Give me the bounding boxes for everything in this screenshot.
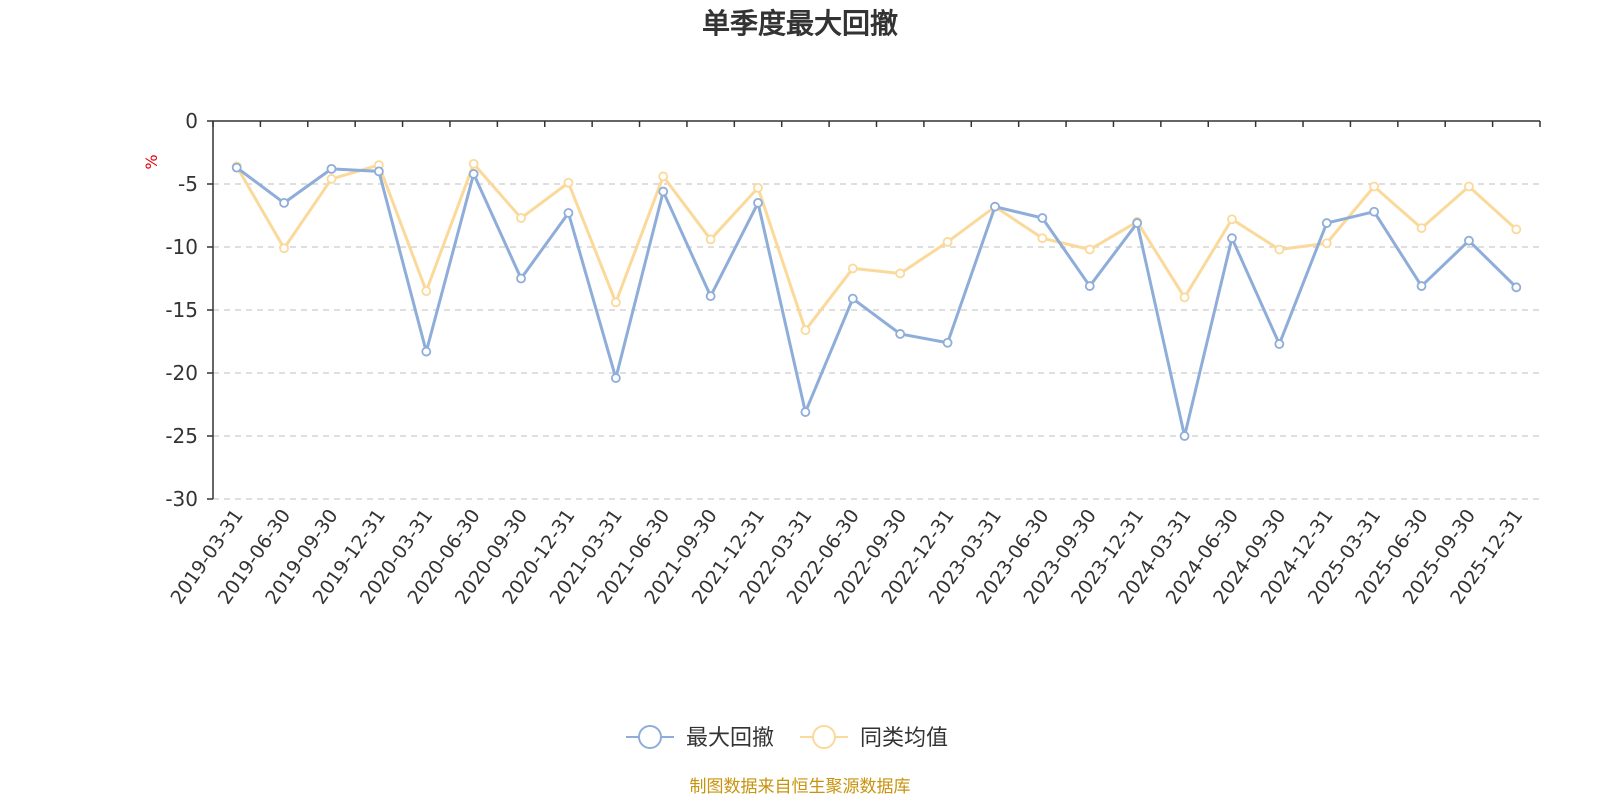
data-point[interactable] <box>990 201 1000 212</box>
data-point[interactable] <box>895 268 906 279</box>
y-tick-label: 0 <box>185 109 198 133</box>
data-point[interactable] <box>705 291 716 302</box>
data-point[interactable] <box>516 273 526 284</box>
data-point[interactable] <box>800 325 811 336</box>
data-point[interactable] <box>1416 223 1427 234</box>
legend-item[interactable]: 同类均值 <box>800 725 948 751</box>
data-point[interactable] <box>563 177 574 188</box>
series-line <box>235 166 1518 438</box>
data-point[interactable] <box>1511 224 1522 235</box>
source-note: 制图数据来自恒生聚源数据库 <box>690 777 911 797</box>
series-line <box>235 162 1518 332</box>
data-point[interactable] <box>753 182 763 193</box>
data-point[interactable] <box>658 186 669 197</box>
data-point[interactable] <box>705 234 716 245</box>
chart-title: 单季度最大回撤 <box>702 7 898 40</box>
data-point[interactable] <box>1084 281 1095 291</box>
data-point[interactable] <box>1321 218 1332 228</box>
y-tick-label: -5 <box>178 172 198 196</box>
data-point[interactable] <box>610 297 621 308</box>
data-point[interactable] <box>1132 218 1143 228</box>
data-point[interactable] <box>800 407 811 417</box>
data-point[interactable] <box>847 263 858 274</box>
data-point[interactable] <box>895 329 906 339</box>
x-tick-labels: 2019-03-312019-06-302019-09-302019-12-31… <box>166 505 1527 608</box>
legend-marker-icon <box>812 725 836 749</box>
series-lines <box>231 158 1522 441</box>
data-point[interactable] <box>847 293 858 304</box>
data-point[interactable] <box>1511 282 1522 293</box>
data-point[interactable] <box>1037 213 1048 223</box>
data-point[interactable] <box>326 163 337 174</box>
data-point[interactable] <box>1227 233 1237 244</box>
data-point[interactable] <box>1037 233 1048 244</box>
data-point[interactable] <box>1369 206 1380 217</box>
y-axis-unit: % <box>142 154 161 169</box>
data-point[interactable] <box>421 346 432 357</box>
legend-item[interactable]: 最大回撤 <box>626 725 774 751</box>
data-point[interactable] <box>468 158 479 169</box>
data-point[interactable] <box>610 373 621 383</box>
data-point[interactable] <box>1274 339 1285 349</box>
y-tick-label: -20 <box>165 361 198 385</box>
data-point[interactable] <box>1416 281 1427 291</box>
y-tick-label: -15 <box>165 298 198 322</box>
data-point[interactable] <box>279 243 289 254</box>
legend-label: 最大回撤 <box>686 726 774 751</box>
data-point[interactable] <box>942 237 953 247</box>
legend: 最大回撤 同类均值 <box>626 725 948 751</box>
grid-lines <box>213 183 1540 500</box>
data-point[interactable] <box>373 166 384 177</box>
data-point[interactable] <box>279 197 289 208</box>
data-point[interactable] <box>421 286 432 297</box>
data-point[interactable] <box>1274 244 1285 255</box>
data-point[interactable] <box>1084 244 1095 255</box>
data-point[interactable] <box>516 213 526 223</box>
y-tick-label: -10 <box>165 235 198 259</box>
data-point[interactable] <box>326 174 337 184</box>
data-point[interactable] <box>1179 431 1190 441</box>
data-point[interactable] <box>658 171 669 182</box>
data-point[interactable] <box>231 162 242 173</box>
legend-marker-icon <box>638 725 662 749</box>
data-point[interactable] <box>1464 181 1474 192</box>
data-point[interactable] <box>468 169 479 179</box>
data-point[interactable] <box>1464 235 1474 246</box>
data-point[interactable] <box>942 337 953 348</box>
data-point[interactable] <box>563 208 574 218</box>
legend-label: 同类均值 <box>860 726 948 751</box>
y-tick-label: -30 <box>165 487 198 511</box>
data-point[interactable] <box>1369 181 1380 192</box>
y-tick-label: -25 <box>165 424 198 448</box>
data-point[interactable] <box>1227 214 1237 225</box>
axes <box>207 120 1541 500</box>
data-point[interactable] <box>1321 238 1332 249</box>
data-point[interactable] <box>1179 292 1190 303</box>
y-tick-labels: 0 -5 -10 -15 -20 -25 -30 <box>165 109 198 511</box>
data-point[interactable] <box>753 197 763 208</box>
